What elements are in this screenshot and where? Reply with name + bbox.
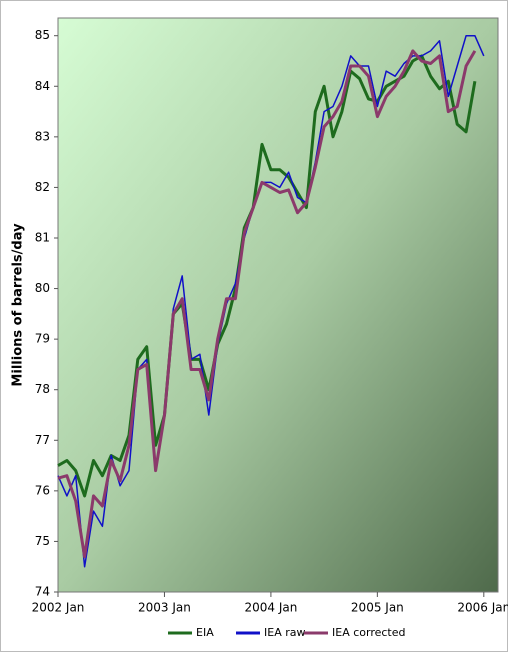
y-tick-label: 76 — [35, 483, 50, 497]
y-axis-label: Millions of barrels/day — [11, 223, 26, 387]
series-line — [57, 49, 477, 559]
y-tick-label: 82 — [35, 180, 50, 194]
legend-label: EIA — [196, 626, 214, 639]
y-tick-label: 78 — [35, 382, 50, 396]
x-tick-label: 2005 Jan — [351, 601, 404, 615]
y-tick-label: 83 — [35, 129, 50, 143]
plot-area — [57, 17, 499, 593]
x-tick-label: 2003 Jan — [138, 601, 191, 615]
y-tick-label: 85 — [35, 28, 50, 42]
x-tick-label: 2004 Jan — [244, 601, 297, 615]
x-tick-label: 2006 Jan — [457, 601, 508, 615]
series-line — [57, 54, 477, 498]
legend-label: IEA raw — [264, 626, 305, 639]
y-tick-label: 80 — [35, 281, 50, 295]
y-tick-label: 74 — [35, 585, 50, 599]
y-tick-label: 81 — [35, 230, 50, 244]
legend-label: IEA corrected — [332, 626, 405, 639]
y-tick-label: 77 — [35, 433, 50, 447]
y-tick-label: 79 — [35, 332, 50, 346]
y-tick-label: 84 — [35, 79, 50, 93]
x-tick-label: 2002 Jan — [32, 601, 85, 615]
series-line — [57, 34, 485, 568]
y-tick-label: 75 — [35, 534, 50, 548]
